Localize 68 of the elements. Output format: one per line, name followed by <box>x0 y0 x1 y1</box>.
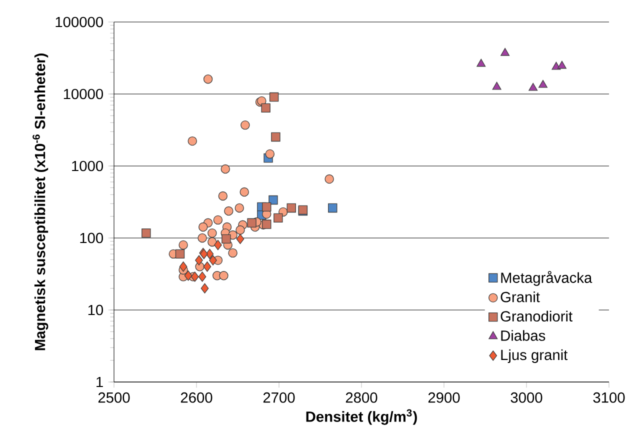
point <box>274 213 283 223</box>
legend-label: Diabas <box>501 330 546 341</box>
point <box>213 215 223 225</box>
point <box>476 58 486 67</box>
point <box>222 234 231 244</box>
point <box>236 225 245 235</box>
point <box>198 272 206 282</box>
point <box>203 74 213 84</box>
x-tick-label: 2600 <box>180 392 212 403</box>
x-tick-label: 2500 <box>98 392 130 403</box>
point <box>500 48 510 56</box>
point <box>224 206 234 216</box>
point <box>184 270 192 281</box>
legend-label: Metagråvacka <box>501 271 592 286</box>
point <box>240 120 250 130</box>
point <box>195 255 203 266</box>
point <box>236 234 244 244</box>
y-tick-label: 100000 <box>56 16 104 28</box>
x-tick-label: 3000 <box>510 392 542 403</box>
point <box>200 283 209 294</box>
point <box>271 132 280 142</box>
point <box>188 136 197 146</box>
point <box>208 228 217 238</box>
point <box>234 203 244 213</box>
point <box>261 103 270 113</box>
point <box>209 255 217 266</box>
point <box>268 195 278 205</box>
legend-label: Granit <box>500 291 540 302</box>
x-axis-title: Densitet (kg/m$^{3}$) <box>306 409 417 425</box>
x-tick-label: 3100 <box>593 392 625 403</box>
point <box>247 218 256 228</box>
point <box>228 248 238 258</box>
point <box>208 237 217 247</box>
point <box>492 82 502 90</box>
point <box>269 92 279 102</box>
point <box>214 240 222 250</box>
point <box>557 60 566 69</box>
x-tick-label: 2700 <box>263 392 295 403</box>
point <box>528 82 538 91</box>
x-tick-label: 2800 <box>346 392 378 403</box>
point <box>218 191 228 201</box>
point <box>262 202 272 212</box>
point <box>175 249 185 259</box>
y-tick-label: 10 <box>88 304 104 316</box>
legend-label: Ljus granit <box>501 349 568 364</box>
y-tick-label: 1 <box>96 376 103 388</box>
y-tick-label: 1000 <box>72 160 104 172</box>
point <box>324 174 334 184</box>
point <box>178 240 188 250</box>
y-axis-title: Magnetisk susceptibilitet (x10$^{-6}$ SI-enheter) <box>32 54 48 350</box>
point <box>198 222 208 232</box>
point <box>538 80 548 88</box>
y-tick-label: 100 <box>80 232 104 244</box>
point <box>220 164 230 174</box>
point <box>219 271 228 280</box>
y-tick-label: 10000 <box>64 88 104 100</box>
legend-label: Granodiorit <box>500 310 572 322</box>
point <box>328 203 338 213</box>
x-tick-label: 2900 <box>428 392 460 403</box>
point <box>198 233 207 243</box>
point <box>262 220 272 229</box>
point <box>286 203 296 213</box>
point <box>203 262 212 272</box>
point <box>240 187 249 197</box>
point <box>265 149 275 159</box>
point <box>142 228 151 238</box>
point <box>206 248 214 260</box>
point <box>179 262 188 272</box>
